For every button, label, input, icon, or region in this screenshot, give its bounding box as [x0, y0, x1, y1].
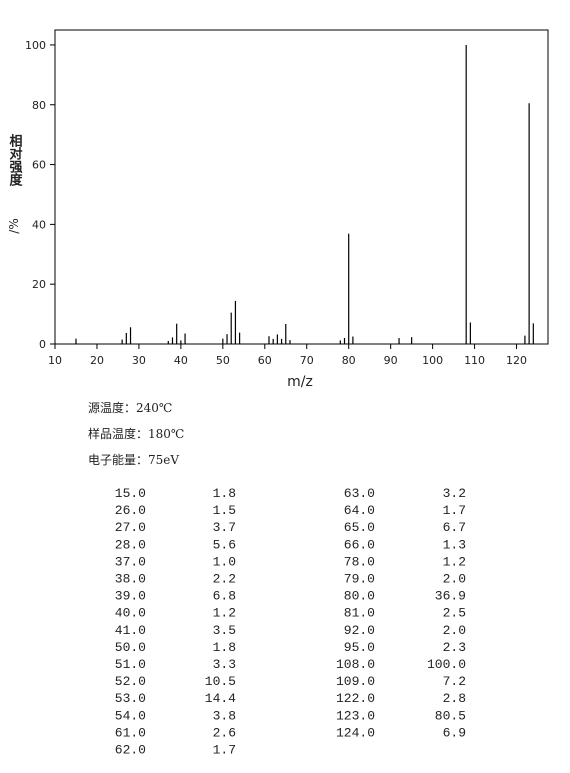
mz-cell: 38.0 — [115, 572, 146, 587]
mz-cell: 79.0 — [344, 572, 375, 587]
intensity-cell: 6.8 — [213, 589, 236, 604]
y-tick-label: 80 — [32, 99, 46, 112]
mz-cell: 64.0 — [344, 503, 375, 518]
x-tick-label: 60 — [258, 354, 272, 367]
y-tick-label: 100 — [25, 39, 46, 52]
mz-cell: 95.0 — [344, 640, 375, 655]
intensity-cell: 3.5 — [213, 623, 236, 638]
note: 电子能量：75eV — [88, 453, 179, 467]
mz-cell: 53.0 — [115, 691, 146, 706]
intensity-cell: 6.9 — [443, 725, 466, 740]
intensity-cell: 100.0 — [427, 657, 466, 672]
mz-cell: 28.0 — [115, 537, 146, 552]
intensity-cell: 14.4 — [205, 691, 236, 706]
intensity-cell: 3.8 — [213, 708, 236, 723]
mz-cell: 92.0 — [344, 623, 375, 638]
intensity-cell: 1.8 — [213, 486, 236, 501]
intensity-cell: 2.0 — [443, 623, 466, 638]
intensity-cell: 2.0 — [443, 572, 466, 587]
mz-cell: 63.0 — [344, 486, 375, 501]
mz-cell: 51.0 — [115, 657, 146, 672]
plot-frame — [54, 29, 549, 345]
x-tick-label: 120 — [506, 354, 527, 367]
intensity-cell: 1.7 — [443, 503, 466, 518]
mz-cell: 26.0 — [115, 503, 146, 518]
intensity-cell: 1.0 — [213, 554, 236, 569]
x-tick-label: 50 — [216, 354, 230, 367]
mz-cell: 52.0 — [115, 674, 146, 689]
intensity-cell: 3.7 — [213, 520, 236, 535]
mz-cell: 123.0 — [336, 708, 375, 723]
intensity-cell: 3.2 — [443, 486, 466, 501]
mz-cell: 109.0 — [336, 674, 375, 689]
mz-cell: 50.0 — [115, 640, 146, 655]
intensity-cell: 5.6 — [213, 537, 236, 552]
intensity-cell: 6.7 — [443, 520, 466, 535]
x-axis-label: m/z — [287, 374, 313, 390]
intensity-cell: 2.3 — [443, 640, 466, 655]
y-tick-label: 0 — [39, 338, 46, 351]
note: 样品温度：180℃ — [88, 426, 184, 441]
intensity-cell: 1.3 — [443, 537, 466, 552]
intensity-cell: 1.8 — [213, 640, 236, 655]
y-tick-label: 20 — [32, 278, 46, 291]
mz-cell: 54.0 — [115, 708, 146, 723]
x-tick-label: 70 — [300, 354, 314, 367]
x-tick-label: 110 — [464, 354, 485, 367]
intensity-cell: 36.9 — [435, 589, 466, 604]
intensity-cell: 3.3 — [213, 657, 236, 672]
y-tick-label: 40 — [32, 218, 46, 231]
intensity-cell: 7.2 — [443, 674, 466, 689]
x-tick-label: 10 — [48, 354, 62, 367]
x-tick-label: 40 — [174, 354, 188, 367]
mz-cell: 78.0 — [344, 554, 375, 569]
mz-cell: 124.0 — [336, 725, 375, 740]
x-tick-label: 100 — [422, 354, 443, 367]
x-tick-label: 20 — [90, 354, 104, 367]
intensity-cell: 1.7 — [213, 743, 236, 758]
x-tick-label: 80 — [342, 354, 356, 367]
x-tick-label: 90 — [384, 354, 398, 367]
mz-cell: 66.0 — [344, 537, 375, 552]
mz-cell: 40.0 — [115, 606, 146, 621]
y-axis-unit: /% — [7, 218, 21, 233]
mz-cell: 39.0 — [115, 589, 146, 604]
intensity-cell: 1.5 — [213, 503, 236, 518]
y-axis-label: 相对强度 — [7, 133, 23, 187]
intensity-cell: 10.5 — [205, 674, 236, 689]
intensity-cell: 1.2 — [443, 554, 466, 569]
mz-cell: 41.0 — [115, 623, 146, 638]
x-tick-label: 30 — [132, 354, 146, 367]
mz-cell: 80.0 — [344, 589, 375, 604]
mz-cell: 122.0 — [336, 691, 375, 706]
note: 源温度：240℃ — [88, 400, 172, 415]
y-tick-label: 60 — [32, 159, 46, 172]
intensity-cell: 2.8 — [443, 691, 466, 706]
intensity-cell: 2.5 — [443, 606, 466, 621]
intensity-cell: 2.2 — [213, 572, 236, 587]
intensity-cell: 1.2 — [213, 606, 236, 621]
intensity-cell: 2.6 — [213, 725, 236, 740]
mz-cell: 61.0 — [115, 725, 146, 740]
mz-cell: 81.0 — [344, 606, 375, 621]
mz-cell: 108.0 — [336, 657, 375, 672]
intensity-cell: 80.5 — [435, 708, 466, 723]
mz-cell: 62.0 — [115, 743, 146, 758]
mz-cell: 37.0 — [115, 554, 146, 569]
mz-cell: 15.0 — [115, 486, 146, 501]
mz-cell: 65.0 — [344, 520, 375, 535]
mz-cell: 27.0 — [115, 520, 146, 535]
